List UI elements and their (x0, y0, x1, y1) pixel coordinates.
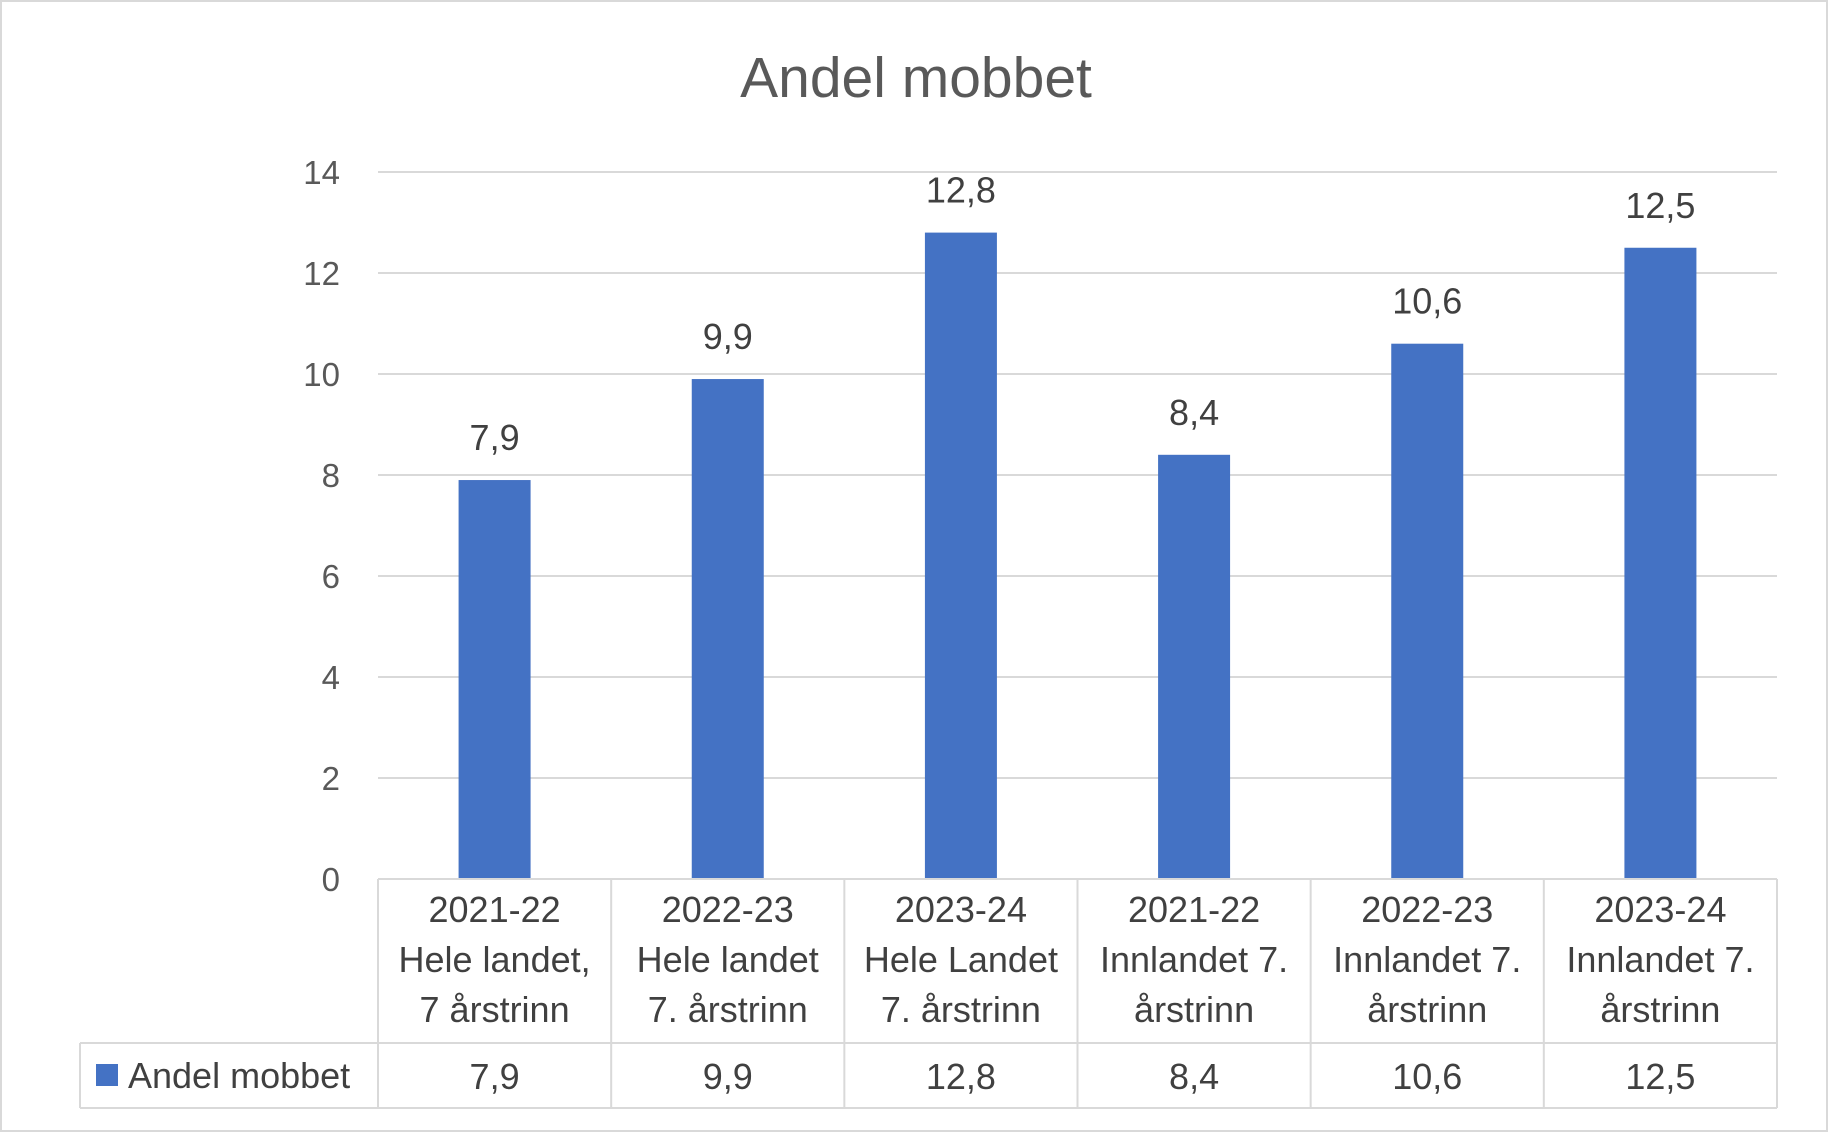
bar (1391, 343, 1464, 879)
data-table: 2021-22 Hele landet, 7 årstrinn 2022-23 Hele… (79, 878, 1778, 1109)
y-tick-label: 2 (322, 760, 340, 797)
legend-swatch (96, 1064, 118, 1086)
table-value: 12,8 (926, 1056, 996, 1097)
bar (1158, 454, 1231, 879)
data-label: 12,8 (926, 170, 996, 211)
table-value: 9,9 (703, 1056, 753, 1097)
category-label: 2021-22 Innlandet 7. årstrinn (1100, 889, 1288, 1030)
y-axis-ticks: 0 2 4 6 8 10 12 14 (303, 154, 340, 898)
data-label: 10,6 (1392, 281, 1462, 322)
legend-series-name: Andel mobbet (128, 1055, 350, 1096)
data-label: 9,9 (703, 316, 753, 357)
category-label: 2021-22 Hele landet, 7 årstrinn (399, 889, 591, 1030)
gridlines (378, 171, 1777, 779)
category-label: 2022-23 Hele landet 7. årstrinn (637, 889, 819, 1030)
y-tick-label: 0 (322, 861, 340, 898)
data-label: 12,5 (1625, 185, 1695, 226)
bar (1624, 247, 1697, 879)
data-label: 7,9 (470, 417, 520, 458)
category-label: 2023-24 Innlandet 7. årstrinn (1566, 889, 1754, 1030)
table-value: 10,6 (1392, 1056, 1462, 1097)
table-value: 12,5 (1625, 1056, 1695, 1097)
bars (458, 232, 1697, 880)
y-tick-label: 6 (322, 558, 340, 595)
y-tick-label: 4 (322, 659, 340, 696)
chart-title: Andel mobbet (740, 46, 1092, 110)
y-tick-label: 10 (303, 356, 340, 393)
category-label: 2022-23 Innlandet 7. årstrinn (1333, 889, 1521, 1030)
bar (458, 480, 531, 879)
y-tick-label: 14 (303, 154, 340, 191)
data-labels: 7,9 9,9 12,8 8,4 10,6 12,5 (470, 170, 1696, 458)
y-tick-label: 8 (322, 457, 340, 494)
data-label: 8,4 (1169, 392, 1219, 433)
bar (924, 232, 997, 880)
table-value: 7,9 (470, 1056, 520, 1097)
y-tick-label: 12 (303, 255, 340, 292)
table-value: 8,4 (1169, 1056, 1219, 1097)
category-label: 2023-24 Hele Landet 7. årstrinn (864, 889, 1058, 1030)
bar (691, 379, 764, 879)
